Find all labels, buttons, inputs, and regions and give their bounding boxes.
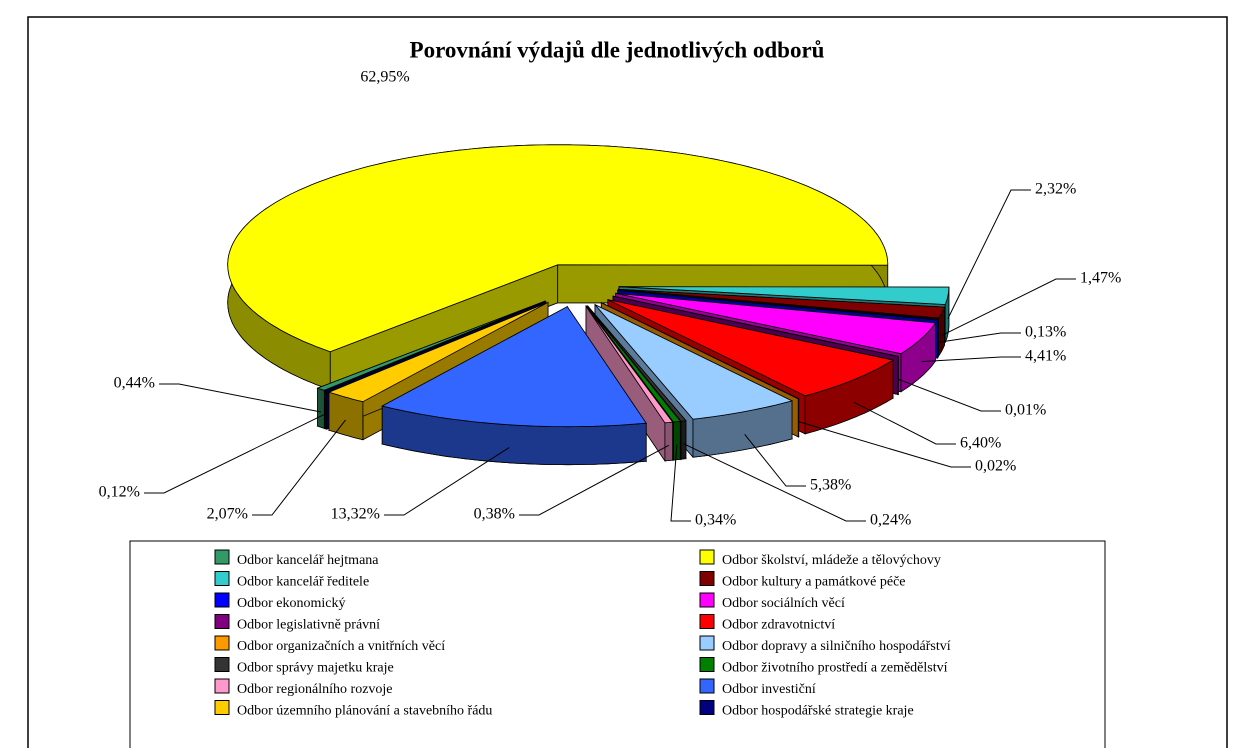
- legend-swatch: [699, 635, 715, 651]
- data-label: 2,07%: [207, 506, 248, 523]
- legend-swatch: [214, 549, 230, 565]
- data-label: 0,02%: [975, 458, 1016, 475]
- legend-swatch: [699, 700, 715, 715]
- data-label: 0,24%: [870, 512, 911, 529]
- leader-line: [798, 421, 971, 468]
- data-label: 5,38%: [810, 477, 851, 494]
- pie-slice: [227, 144, 889, 353]
- pie-slice: [618, 286, 950, 305]
- pie-slice: [587, 305, 687, 422]
- legend-swatch: [699, 592, 715, 608]
- legend-label: Odbor správy majetku kraje: [237, 661, 394, 676]
- leader-line: [744, 434, 806, 487]
- pie-slice: [617, 290, 939, 321]
- slice-rim: [664, 421, 673, 462]
- legend-swatch: [214, 635, 230, 651]
- data-label: 0,01%: [1005, 402, 1046, 419]
- leader-line: [670, 444, 691, 522]
- legend-label: Odbor organizačních a vnitřních věcí: [237, 639, 445, 654]
- legend-label: Odbor zdravotnictví: [722, 618, 835, 633]
- legend-label: Odbor školství, mládeže a tělovýchovy: [722, 553, 941, 568]
- leader-line: [937, 332, 1021, 343]
- legend-label: Odbor sociálních věcí: [722, 596, 845, 611]
- legend-label: Odbor kancelář hejtmana: [237, 553, 379, 568]
- legend-label: Odbor územního plánování a stavebního řá…: [237, 704, 492, 719]
- data-label: 2,32%: [1035, 181, 1076, 198]
- leader-line: [853, 401, 956, 445]
- slice-rim: [673, 420, 681, 461]
- data-label: 0,12%: [99, 484, 140, 501]
- leader-line: [941, 278, 1076, 336]
- data-label: 0,34%: [695, 512, 736, 529]
- pie-slice: [585, 306, 674, 424]
- leader-line: [921, 356, 1021, 363]
- legend-label: Odbor dopravy a silničního hospodářství: [722, 639, 951, 654]
- slice-rim: [937, 317, 939, 359]
- legend-label: Odbor životního prostředí a zemědělství: [722, 661, 948, 676]
- legend-swatch: [214, 678, 230, 694]
- legend-swatch: [699, 549, 715, 565]
- legend-swatch: [214, 657, 230, 672]
- legend-label: Odbor hospodářské strategie kraje: [722, 704, 914, 719]
- slice-rim: [324, 390, 328, 430]
- pie-slice: [316, 300, 546, 391]
- pie-slice: [601, 302, 800, 400]
- pie-slice: [586, 305, 682, 423]
- legend-label: Odbor investiční: [722, 682, 816, 697]
- chart-title: Porovnání výdajů dle jednotlivých odborů: [410, 37, 825, 62]
- leader-line: [898, 378, 1001, 412]
- pie-slice: [327, 302, 549, 403]
- data-label: 0,38%: [474, 506, 515, 523]
- legend-swatch: [214, 700, 230, 715]
- pie-slice: [618, 288, 946, 319]
- legend-label: Odbor kancelář ředitele: [237, 575, 369, 590]
- data-label: 0,13%: [1025, 324, 1066, 341]
- data-label: 6,40%: [960, 435, 1001, 452]
- legend-swatch: [699, 614, 715, 629]
- leader-line: [144, 413, 327, 494]
- legend-swatch: [214, 571, 230, 586]
- legend-swatch: [699, 571, 715, 586]
- leader-line: [947, 189, 1031, 319]
- pie-slice: [612, 295, 900, 357]
- data-label: 13,32%: [331, 506, 380, 523]
- data-label: 1,47%: [1080, 270, 1121, 287]
- pie-slice: [323, 301, 546, 392]
- legend-swatch: [699, 678, 715, 694]
- leader-line: [384, 447, 510, 516]
- legend-label: Odbor ekonomický: [237, 596, 345, 611]
- pie-slice: [615, 292, 937, 355]
- legend-label: Odbor regionálního rozvoje: [237, 682, 393, 697]
- pie-slice: [381, 306, 647, 428]
- legend-swatch: [214, 614, 230, 629]
- leader-line: [252, 419, 346, 516]
- legend-label: Odbor kultury a památkové péče: [722, 575, 906, 590]
- slice-rim: [317, 387, 325, 429]
- legend-box: [129, 540, 1106, 748]
- legend-swatch: [699, 657, 715, 672]
- legend-label: Odbor legislativně právní: [237, 618, 380, 633]
- pie-slice: [594, 304, 794, 420]
- pie-slice: [607, 299, 895, 397]
- leader-line: [683, 443, 866, 522]
- legend-swatch: [214, 592, 230, 608]
- data-label: 62,95%: [360, 69, 409, 86]
- leader-line: [519, 444, 670, 516]
- data-label: 4,41%: [1025, 348, 1066, 365]
- data-label: 0,44%: [114, 375, 155, 392]
- leader-line: [159, 383, 322, 413]
- slice-rim: [680, 420, 687, 460]
